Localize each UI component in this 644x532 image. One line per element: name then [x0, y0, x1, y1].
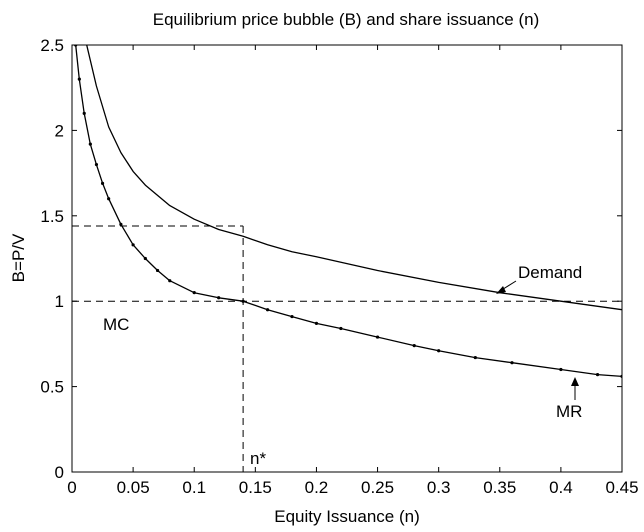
mr-point	[559, 367, 563, 372]
x-tick-label: 0.05	[117, 478, 150, 497]
y-tick-label: 2.5	[40, 36, 64, 55]
mr-point	[375, 335, 380, 339]
x-tick-label: 0.15	[239, 478, 272, 497]
nstar-label: n*	[250, 449, 266, 468]
x-tick-label: 0	[67, 478, 76, 497]
y-axis-label: B=P/V	[9, 233, 28, 282]
mc-label: MC	[103, 315, 129, 334]
mr-point	[595, 373, 600, 377]
chart-title: Equilibrium price bubble (B) and share i…	[153, 10, 539, 29]
mr-point	[510, 361, 514, 365]
mr-point	[77, 77, 81, 81]
demand-curve	[86, 45, 622, 311]
mr-point	[88, 142, 92, 146]
axis-ticks: 0 0.05 0.1 0.15 0.2 0.25 0.3 0.35 0.4 0.45 0 0.5 1 1.…	[40, 36, 638, 497]
mr-point	[192, 291, 196, 295]
mr-point	[94, 162, 99, 167]
mr-point	[290, 314, 294, 319]
x-tick-label: 0.25	[361, 478, 394, 497]
mr-point	[155, 268, 160, 273]
mr-point	[437, 349, 441, 353]
plot-content	[72, 45, 622, 472]
y-tick-label: 1.5	[40, 207, 64, 226]
mr-point	[265, 308, 270, 312]
mr-point	[168, 279, 172, 283]
x-tick-label: 0.2	[305, 478, 329, 497]
x-tick-label: 0.3	[427, 478, 451, 497]
mr-point	[241, 299, 245, 303]
mr-arrow-head	[571, 377, 579, 386]
mr-point	[119, 222, 123, 226]
mr-point	[143, 256, 147, 261]
demand-arrow-head	[496, 286, 506, 294]
x-axis-label: Equity Issuance (n)	[274, 507, 420, 526]
x-tick-label: 0.35	[483, 478, 516, 497]
mr-point	[314, 321, 319, 326]
mr-point	[82, 111, 86, 115]
mr-label: MR	[556, 402, 582, 421]
demand-label: Demand	[518, 263, 582, 282]
x-tick-label: 0.4	[549, 478, 573, 497]
mr-point	[107, 197, 111, 201]
mr-point	[412, 344, 416, 348]
mr-point	[339, 326, 343, 331]
mr-point	[217, 296, 221, 300]
y-tick-label: 0	[55, 463, 64, 482]
x-tick-label: 0.1	[182, 478, 206, 497]
plot-frame	[71, 44, 623, 473]
x-tick-label: 0.45	[605, 478, 638, 497]
mr-point	[473, 355, 477, 360]
mr-point	[131, 243, 135, 247]
y-tick-label: 0.5	[40, 378, 64, 397]
y-tick-label: 2	[55, 121, 64, 140]
y-tick-label: 1	[55, 292, 64, 311]
mr-point	[100, 181, 105, 185]
